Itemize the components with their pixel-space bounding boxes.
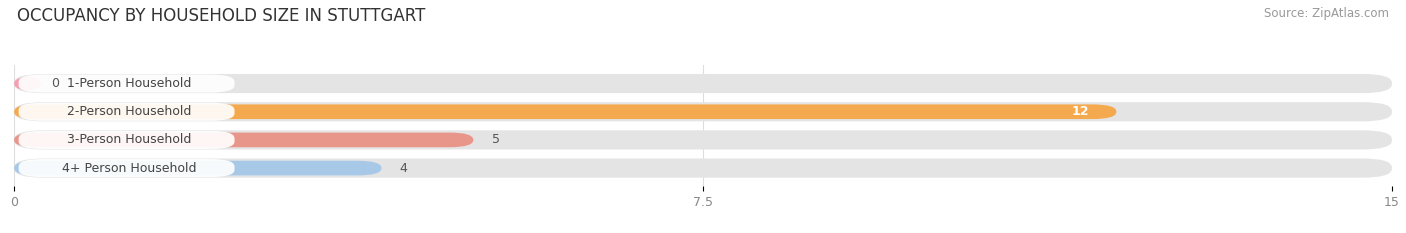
Text: 0: 0 [51, 77, 59, 90]
Text: Source: ZipAtlas.com: Source: ZipAtlas.com [1264, 7, 1389, 20]
FancyBboxPatch shape [18, 75, 235, 93]
Text: 4: 4 [399, 161, 408, 175]
FancyBboxPatch shape [14, 74, 1392, 93]
Text: 1-Person Household: 1-Person Household [66, 77, 191, 90]
Text: 4+ Person Household: 4+ Person Household [62, 161, 195, 175]
FancyBboxPatch shape [14, 104, 1116, 119]
FancyBboxPatch shape [18, 159, 235, 177]
FancyBboxPatch shape [18, 103, 235, 121]
Text: 2-Person Household: 2-Person Household [66, 105, 191, 118]
FancyBboxPatch shape [18, 131, 235, 149]
Text: 12: 12 [1071, 105, 1088, 118]
FancyBboxPatch shape [14, 133, 474, 147]
FancyBboxPatch shape [14, 130, 1392, 150]
Text: 5: 5 [492, 134, 499, 146]
Text: OCCUPANCY BY HOUSEHOLD SIZE IN STUTTGART: OCCUPANCY BY HOUSEHOLD SIZE IN STUTTGART [17, 7, 425, 25]
FancyBboxPatch shape [14, 102, 1392, 121]
FancyBboxPatch shape [14, 158, 1392, 178]
Text: 3-Person Household: 3-Person Household [66, 134, 191, 146]
FancyBboxPatch shape [14, 76, 42, 91]
FancyBboxPatch shape [14, 161, 381, 175]
